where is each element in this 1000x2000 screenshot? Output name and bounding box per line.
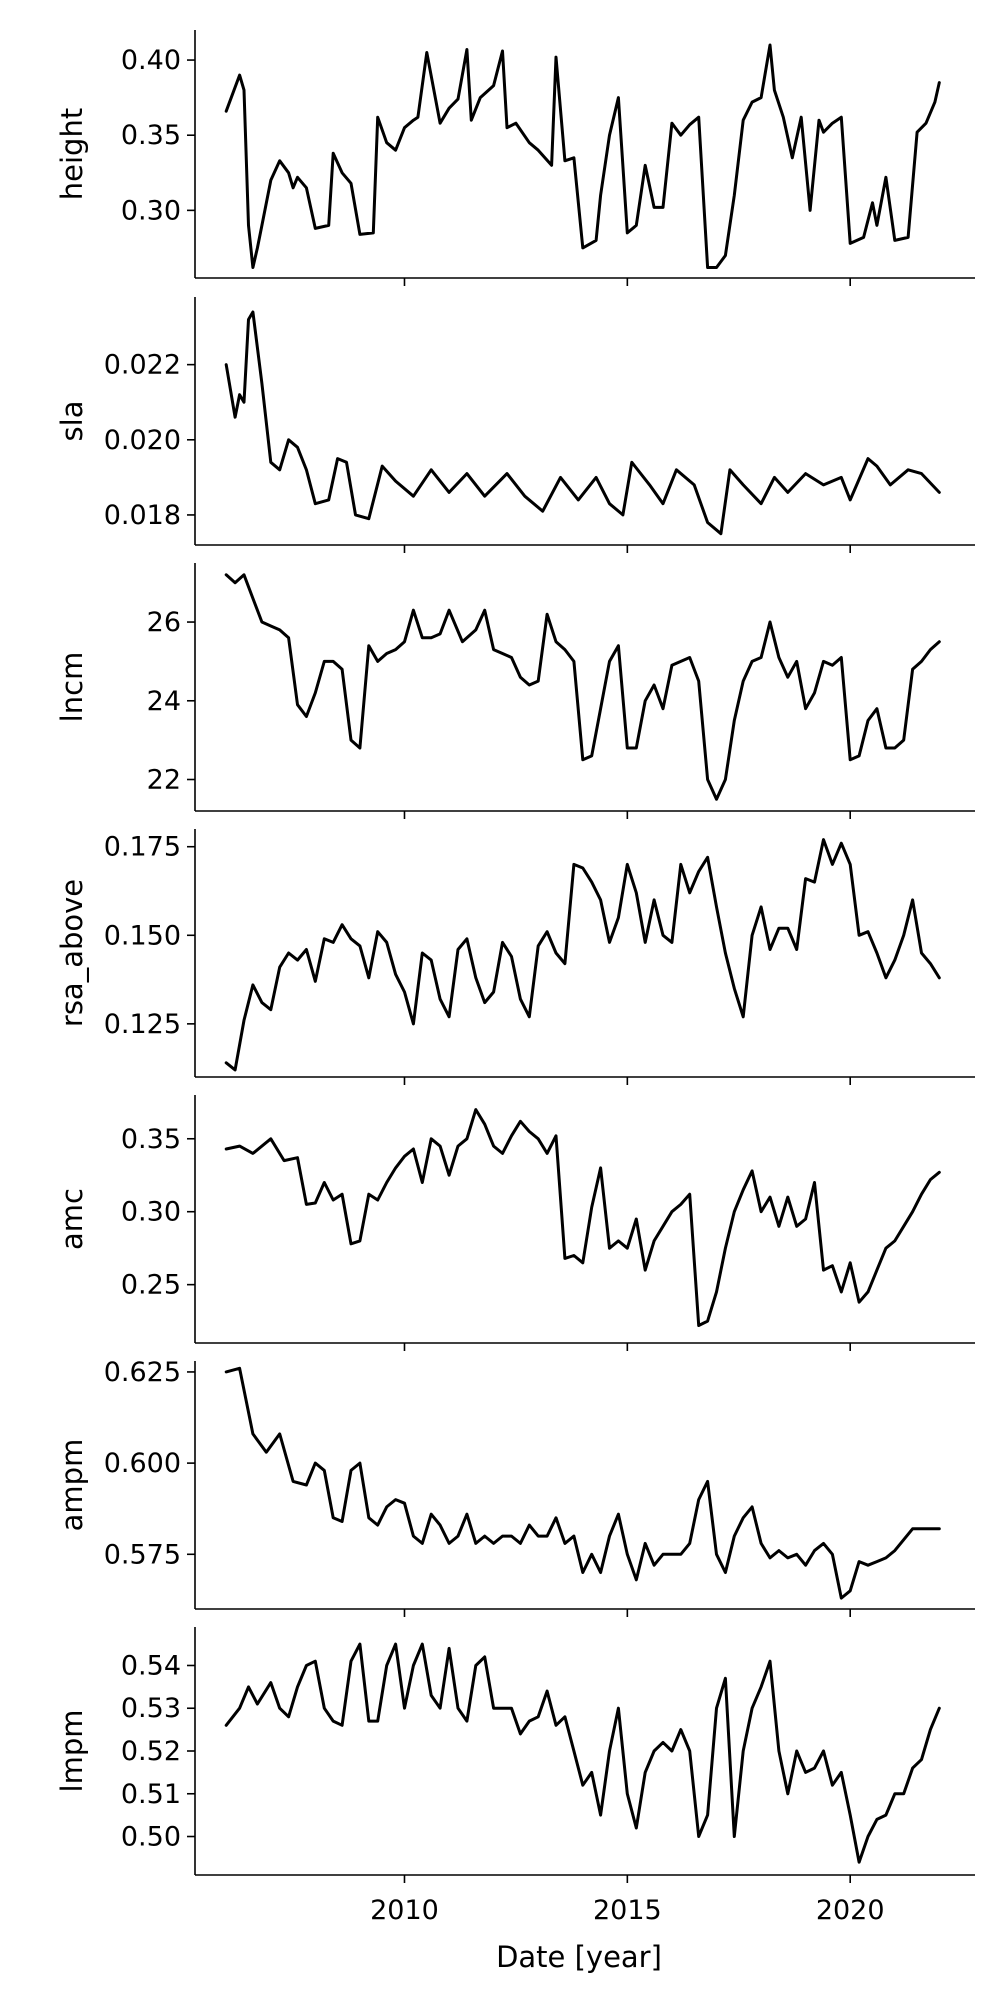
- panel-rsa_above-series-line: [224, 838, 941, 1072]
- panel-sla-y-tick-label: 0.022: [104, 350, 181, 381]
- panel-ampm-series-line: [224, 1366, 941, 1600]
- panel-sla-y-axis-label: sla: [55, 401, 89, 442]
- panel-height-y-tick-label: 0.30: [121, 195, 181, 226]
- panel-ampm-y-tick-label: 0.625: [104, 1357, 181, 1388]
- panel-lmpm-y-tick-label: 0.51: [121, 1779, 181, 1810]
- panel-lncm-y-axis-label: lncm: [55, 652, 89, 723]
- x-tick-label: 2015: [593, 1895, 662, 1926]
- panel-amc-y-tick-label: 0.30: [121, 1197, 181, 1228]
- x-axis-label: Date [year]: [496, 1940, 662, 1974]
- x-tick-label: 2010: [370, 1895, 439, 1926]
- panel-height-series-line: [224, 43, 941, 269]
- panel-rsa_above-y-axis-label: rsa_above: [55, 879, 89, 1027]
- panel-lmpm-y-tick-label: 0.54: [121, 1650, 181, 1681]
- panel-lmpm-series-line: [224, 1642, 941, 1864]
- panel-lmpm-y-tick-label: 0.53: [121, 1693, 181, 1724]
- panel-height-y-axis-label: height: [55, 108, 89, 200]
- panel-amc-y-tick-label: 0.35: [121, 1124, 181, 1155]
- panel-lncm-y-tick-label: 26: [147, 607, 181, 638]
- panel-sla-series-line: [224, 310, 941, 536]
- panel-lncm-y-tick-label: 24: [147, 686, 181, 717]
- panel-sla-y-tick-label: 0.018: [104, 500, 181, 531]
- panel-amc-y-tick-label: 0.25: [121, 1270, 181, 1301]
- panel-lmpm-y-tick-label: 0.52: [121, 1736, 181, 1767]
- panel-rsa_above-y-tick-label: 0.125: [104, 1009, 181, 1040]
- panel-lncm-y-tick-label: 22: [147, 765, 181, 796]
- panel-amc-y-axis-label: amc: [55, 1188, 89, 1250]
- panel-lmpm-y-tick-label: 0.50: [121, 1822, 181, 1853]
- panel-ampm-y-tick-label: 0.575: [104, 1539, 181, 1570]
- panel-ampm-y-tick-label: 0.600: [104, 1448, 181, 1479]
- panel-amc-series-line: [224, 1108, 941, 1327]
- x-tick-label: 2020: [816, 1895, 885, 1926]
- panel-sla-y-tick-label: 0.020: [104, 425, 181, 456]
- panel-height-y-tick-label: 0.40: [121, 45, 181, 76]
- panel-lncm-series-line: [224, 573, 941, 801]
- panel-rsa_above-y-tick-label: 0.150: [104, 920, 181, 951]
- panel-rsa_above-y-tick-label: 0.175: [104, 832, 181, 863]
- panel-lmpm-y-axis-label: lmpm: [55, 1710, 89, 1793]
- panel-height-y-tick-label: 0.35: [121, 120, 181, 151]
- panel-ampm-y-axis-label: ampm: [55, 1439, 89, 1532]
